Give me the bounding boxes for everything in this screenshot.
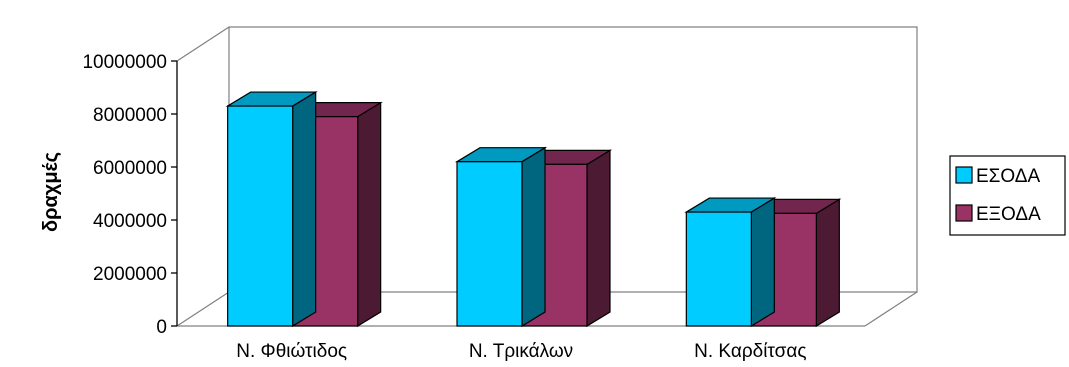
bar-front (456, 161, 523, 327)
y-tick-label: 2000000 (93, 264, 167, 285)
bar-side (815, 198, 840, 328)
x-tick-label: Ν. Τρικάλων (469, 341, 573, 362)
floor-right-edge (864, 291, 918, 327)
y-tick-label: 6000000 (93, 158, 167, 179)
bar-side (292, 90, 317, 328)
left-wall-top-edge (176, 26, 230, 62)
x-tick-label: Ν. Καρδίτσας (694, 341, 806, 362)
y-axis-label: δραχμές (40, 152, 62, 232)
bar-side (586, 149, 611, 328)
bar-ΕΣΟΔΑ-Ν. Φθιώτιδος (225, 90, 318, 328)
y-tick-label: 4000000 (93, 211, 167, 232)
y-axis: 0 2000000 4000000 6000000 8000000 10000000 (82, 52, 178, 338)
bar-front (227, 105, 294, 327)
bar-ΕΣΟΔΑ-Ν. Καρδίτσας (684, 196, 777, 328)
legend: ΕΣΟΔΑ ΕΞΟΔΑ (949, 155, 1066, 236)
y-tick-label: 10000000 (82, 52, 167, 73)
bar-front (685, 211, 752, 327)
y-tick-label: 0 (156, 317, 167, 338)
bar-side (750, 196, 775, 328)
bar-side (521, 146, 546, 328)
y-tick-label: 8000000 (93, 105, 167, 126)
floor-left-edge (176, 291, 230, 327)
legend-label: ΕΞΟΔΑ (976, 204, 1041, 225)
x-axis: Ν. Φθιώτιδος Ν. Τρικάλων Ν. Καρδίτσας (236, 341, 806, 362)
bars (225, 90, 842, 328)
bar-ΕΣΟΔΑ-Ν. Τρικάλων (454, 146, 548, 328)
legend-swatch (955, 166, 973, 184)
bar-side (357, 101, 382, 328)
legend-label: ΕΣΟΔΑ (976, 166, 1040, 187)
x-tick-label: Ν. Φθιώτιδος (236, 341, 347, 362)
legend-swatch (955, 204, 973, 222)
